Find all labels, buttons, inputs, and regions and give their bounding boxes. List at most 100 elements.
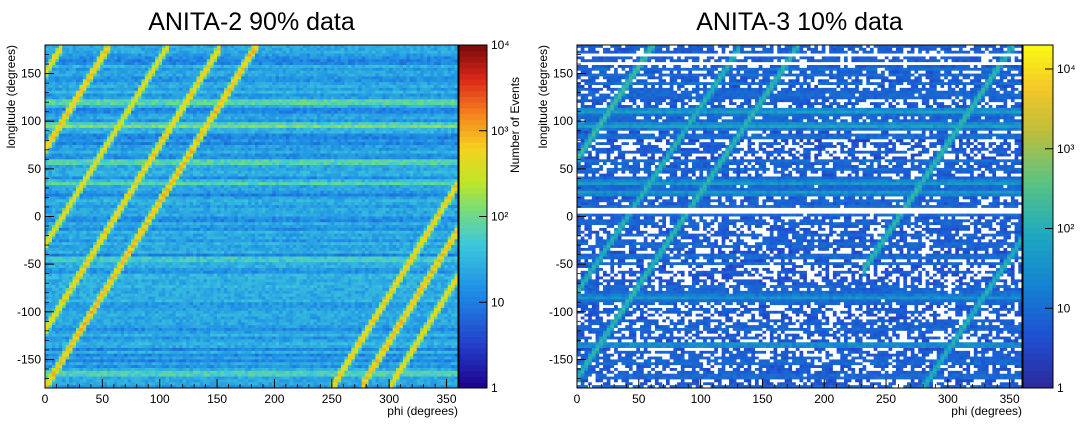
heatmap-cell bbox=[137, 50, 142, 54]
heatmap-cell bbox=[155, 47, 159, 52]
heatmap-cell bbox=[289, 113, 294, 117]
heatmap-cell bbox=[299, 147, 304, 152]
heatmap-cell bbox=[172, 96, 177, 100]
heatmap-cell bbox=[413, 47, 418, 52]
heatmap-cell bbox=[392, 50, 397, 54]
heatmap-cell bbox=[220, 113, 225, 117]
heatmap-cell bbox=[275, 79, 280, 83]
heatmap-cell bbox=[396, 62, 400, 66]
heatmap-cell bbox=[72, 162, 77, 166]
heatmap-cell bbox=[210, 85, 215, 89]
heatmap-cell bbox=[251, 110, 256, 114]
heatmap-cell bbox=[175, 85, 180, 89]
heatmap-cell bbox=[213, 76, 218, 80]
heatmap-cell bbox=[220, 116, 225, 120]
heatmap-cell bbox=[89, 79, 94, 83]
heatmap-cell bbox=[127, 107, 132, 112]
heatmap-cell bbox=[334, 59, 338, 63]
heatmap-cell bbox=[134, 85, 139, 89]
heatmap-cell bbox=[392, 70, 397, 74]
heatmap-cell bbox=[444, 65, 449, 69]
heatmap-cell bbox=[358, 82, 363, 86]
heatmap-cell bbox=[65, 107, 70, 112]
heatmap-cell bbox=[131, 73, 135, 77]
heatmap-cell bbox=[340, 45, 345, 49]
heatmap-cell bbox=[137, 119, 142, 123]
heatmap-cell bbox=[371, 93, 376, 97]
heatmap-cell bbox=[120, 133, 125, 137]
heatmap-cell bbox=[234, 93, 239, 97]
heatmap-cell bbox=[389, 70, 394, 74]
heatmap-cell bbox=[275, 45, 280, 49]
heatmap-cell bbox=[182, 122, 187, 126]
heatmap-cell bbox=[378, 125, 383, 129]
heatmap-cell bbox=[189, 47, 194, 52]
heatmap-cell bbox=[189, 133, 194, 137]
heatmap-cell bbox=[313, 105, 318, 109]
heatmap-cell bbox=[416, 105, 421, 109]
heatmap-cell bbox=[248, 70, 252, 74]
heatmap-cell bbox=[272, 116, 276, 120]
heatmap-cell bbox=[227, 107, 232, 112]
heatmap-cell bbox=[437, 93, 442, 97]
heatmap-cell bbox=[117, 93, 122, 97]
heatmap-cell bbox=[413, 119, 418, 123]
heatmap-cell bbox=[186, 122, 190, 126]
heatmap-cell bbox=[351, 70, 356, 74]
heatmap-cell bbox=[340, 59, 345, 63]
heatmap-cell bbox=[93, 79, 98, 83]
heatmap-cell bbox=[158, 145, 163, 149]
heatmap-cell bbox=[100, 82, 104, 86]
heatmap-cell bbox=[223, 145, 228, 149]
heatmap-cell bbox=[296, 70, 301, 74]
heatmap-cell bbox=[151, 70, 156, 74]
heatmap-cell bbox=[220, 153, 225, 157]
heatmap-cell bbox=[137, 73, 142, 77]
heatmap-cell bbox=[323, 67, 328, 72]
heatmap-cell bbox=[358, 87, 363, 92]
heatmap-cell bbox=[206, 45, 211, 49]
heatmap-cell bbox=[199, 47, 204, 52]
heatmap-cell bbox=[196, 162, 201, 166]
heatmap-cell bbox=[416, 107, 421, 112]
heatmap-cell bbox=[62, 130, 67, 135]
heatmap-cell bbox=[206, 76, 211, 80]
heatmap-cell bbox=[416, 47, 421, 52]
heatmap-cell bbox=[117, 125, 122, 129]
heatmap-cell bbox=[244, 56, 249, 60]
heatmap-cell bbox=[406, 96, 411, 100]
heatmap-cell bbox=[192, 125, 197, 129]
heatmap-cell bbox=[351, 90, 356, 94]
heatmap-cell bbox=[223, 85, 228, 89]
heatmap-cell bbox=[365, 116, 369, 120]
heatmap-cell bbox=[179, 150, 184, 155]
heatmap-cell bbox=[396, 125, 400, 129]
heatmap-cell bbox=[285, 70, 290, 74]
heatmap-cell bbox=[454, 153, 459, 157]
heatmap-cell bbox=[210, 102, 215, 106]
heatmap-cell bbox=[433, 53, 438, 57]
heatmap-cell bbox=[279, 56, 283, 60]
heatmap-cell bbox=[444, 76, 449, 80]
heatmap-cell bbox=[337, 147, 342, 152]
heatmap-cell bbox=[451, 133, 455, 137]
heatmap-cell bbox=[347, 96, 352, 100]
heatmap-cell bbox=[389, 147, 394, 152]
heatmap-cell bbox=[265, 107, 270, 112]
heatmap-cell bbox=[100, 45, 104, 49]
heatmap-cell bbox=[58, 59, 63, 63]
heatmap-cell bbox=[203, 76, 208, 80]
heatmap-cell bbox=[117, 139, 122, 143]
heatmap-cell bbox=[220, 53, 225, 57]
heatmap-cell bbox=[396, 96, 400, 100]
heatmap-cell bbox=[292, 45, 297, 49]
heatmap-cell bbox=[230, 70, 235, 74]
heatmap-cell bbox=[423, 62, 428, 66]
heatmap-cell bbox=[361, 125, 366, 129]
heatmap-cell bbox=[131, 50, 135, 54]
heatmap-cell bbox=[244, 127, 249, 132]
heatmap-cell bbox=[306, 90, 311, 94]
heatmap-cell bbox=[354, 130, 359, 135]
heatmap-cell bbox=[210, 76, 215, 80]
heatmap-cell bbox=[48, 130, 53, 135]
